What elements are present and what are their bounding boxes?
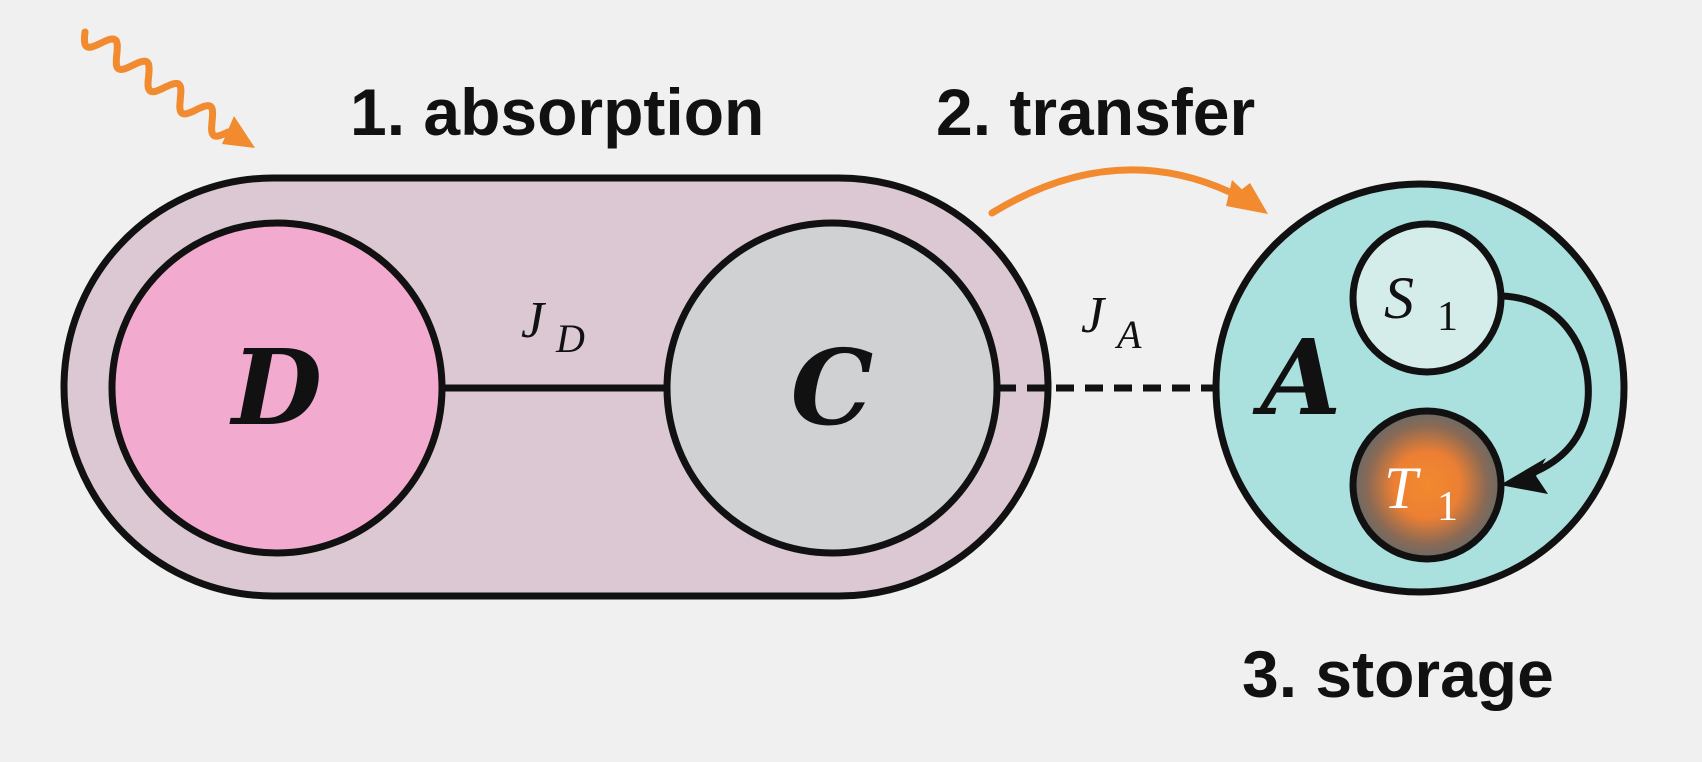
svg-text:1: 1 xyxy=(1437,294,1458,340)
coupling-jd-label: J D xyxy=(521,292,585,361)
singlet-state xyxy=(1349,220,1505,376)
storage-label: 3. storage xyxy=(1242,637,1554,711)
acceptor-label: A xyxy=(1252,316,1342,439)
svg-text:J: J xyxy=(1081,287,1107,344)
svg-text:J: J xyxy=(521,292,547,349)
intersystem-crossing-arrow-icon xyxy=(1500,292,1592,494)
core-label: C xyxy=(791,326,874,449)
donor-node xyxy=(108,219,446,557)
triplet-state xyxy=(1349,407,1505,563)
donor-label: D xyxy=(229,326,322,449)
acceptor-node xyxy=(1212,180,1628,596)
absorption-label: 1. absorption xyxy=(350,75,764,149)
singlet-label: S 1 xyxy=(1384,265,1458,340)
core-node xyxy=(663,219,1001,557)
transfer-arrow-icon xyxy=(988,166,1268,217)
svg-text:1: 1 xyxy=(1437,484,1458,530)
photon-arrow-icon xyxy=(81,28,255,148)
triplet-label: T 1 xyxy=(1384,455,1458,530)
svg-text:S: S xyxy=(1384,265,1414,331)
svg-text:A: A xyxy=(1114,312,1142,357)
svg-text:T: T xyxy=(1384,455,1421,521)
coupling-ja-label: J A xyxy=(1081,287,1142,357)
svg-text:D: D xyxy=(555,316,585,361)
transfer-label: 2. transfer xyxy=(936,75,1255,149)
